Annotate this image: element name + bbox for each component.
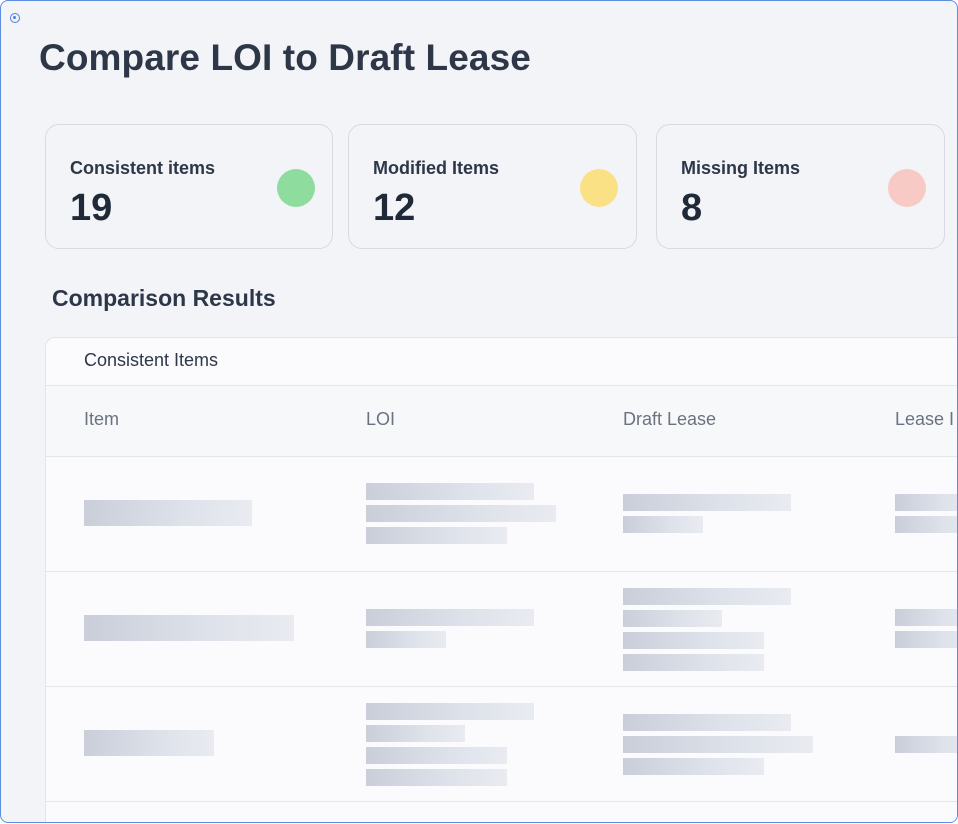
modified-items-card: Modified Items 12	[348, 124, 637, 249]
missing-items-label: Missing Items	[681, 158, 801, 178]
placeholder-bar	[366, 703, 534, 720]
placeholder-bar	[366, 747, 507, 764]
placeholder-bar	[623, 632, 764, 649]
divider	[46, 571, 957, 572]
divider	[46, 686, 957, 687]
yellow-status-dot-icon	[580, 169, 618, 207]
missing-items-count: 8	[681, 187, 703, 229]
placeholder-bar	[366, 769, 507, 786]
red-status-dot-icon	[888, 169, 926, 207]
table-header	[46, 386, 957, 456]
comparison-results-title: Comparison Results	[52, 285, 276, 311]
column-header-item[interactable]: Item	[84, 409, 120, 429]
divider	[46, 801, 957, 802]
placeholder-bar	[623, 516, 703, 533]
green-status-dot-icon	[277, 169, 315, 207]
window-handle-icon[interactable]	[10, 13, 20, 23]
consistent-items-card: Consistent items 19	[45, 124, 333, 249]
placeholder-bar	[366, 725, 465, 742]
placeholder-bar	[623, 736, 813, 753]
placeholder-bar	[366, 483, 534, 500]
placeholder-bar	[895, 516, 957, 533]
modified-items-count: 12	[373, 187, 416, 229]
column-header-lease-i[interactable]: Lease I	[895, 409, 955, 429]
placeholder-bar	[366, 609, 534, 626]
placeholder-bar	[623, 758, 764, 775]
placeholder-bar	[623, 714, 791, 731]
placeholder-bar	[366, 527, 507, 544]
placeholder-bar	[84, 730, 214, 756]
placeholder-bar	[84, 615, 294, 641]
table-row[interactable]	[46, 457, 957, 571]
page-title: Compare LOI to Draft Lease	[39, 37, 531, 78]
missing-items-card: Missing Items 8	[656, 124, 945, 249]
table-row[interactable]	[46, 572, 957, 686]
placeholder-bar	[366, 631, 446, 648]
group-label-consistent: Consistent Items	[84, 350, 219, 370]
placeholder-bar	[84, 500, 252, 526]
placeholder-bar	[895, 736, 957, 753]
placeholder-bar	[895, 609, 957, 626]
consistent-items-label: Consistent items	[70, 158, 216, 178]
placeholder-bar	[895, 494, 957, 511]
table-row[interactable]	[46, 687, 957, 801]
divider	[46, 385, 957, 386]
consistent-items-count: 19	[70, 187, 113, 229]
placeholder-bar	[623, 588, 791, 605]
column-header-loi[interactable]: LOI	[366, 409, 396, 429]
comparison-results-table: Consistent Items Item LOI Draft Lease Le…	[45, 337, 957, 822]
placeholder-bar	[366, 505, 556, 522]
placeholder-bar	[623, 654, 764, 671]
column-header-draft-lease[interactable]: Draft Lease	[623, 409, 717, 429]
placeholder-bar	[623, 494, 791, 511]
divider	[46, 456, 957, 457]
placeholder-bar	[623, 610, 722, 627]
placeholder-bar	[895, 631, 957, 648]
modified-items-label: Modified Items	[373, 158, 500, 178]
